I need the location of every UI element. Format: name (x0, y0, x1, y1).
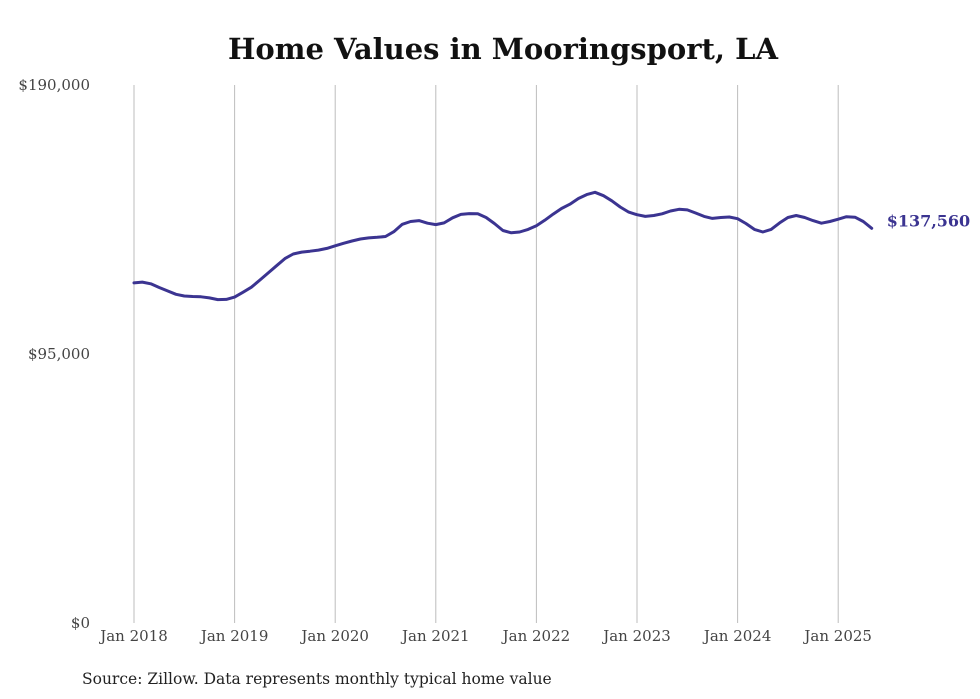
x-tick-label: Jan 2020 (299, 627, 369, 645)
chart-title: Home Values in Mooringsport, LA (228, 32, 778, 66)
y-tick-label: $190,000 (18, 76, 90, 94)
y-tick-label: $95,000 (28, 345, 90, 363)
x-tick-label: Jan 2018 (98, 627, 168, 645)
x-tick-label: Jan 2019 (199, 627, 269, 645)
grid-lines (133, 85, 839, 623)
source-note: Source: Zillow. Data represents monthly … (82, 670, 552, 688)
x-axis-tick-labels: Jan 2018 Jan 2019 Jan 2020 Jan 2021 Jan 2022… (98, 627, 872, 645)
x-tick-label: Jan 2022 (501, 627, 571, 645)
x-tick-label: Jan 2023 (601, 627, 671, 645)
latest-value-label: $137,560 (887, 211, 971, 230)
x-tick-label: Jan 2021 (400, 627, 470, 645)
x-tick-label: Jan 2024 (702, 627, 772, 645)
y-axis-tick-labels: $0 $95,000 $190,000 (18, 76, 90, 632)
x-tick-label: Jan 2025 (802, 627, 872, 645)
home-value-line (132, 190, 874, 302)
y-tick-label: $0 (71, 614, 90, 632)
